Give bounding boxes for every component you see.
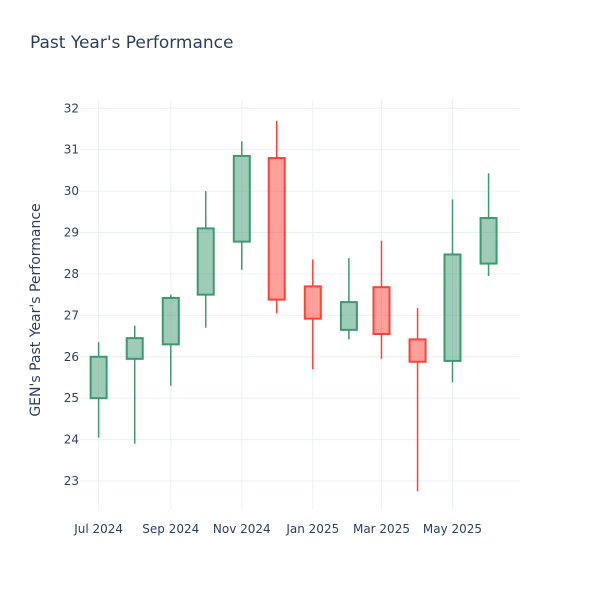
x-tick-label: Jul 2024 (73, 522, 123, 536)
candle-decreasing[interactable] (408, 307, 427, 492)
candle-increasing[interactable] (89, 342, 108, 438)
y-tick-label: 25 (64, 391, 79, 405)
candle-increasing[interactable] (161, 294, 180, 386)
candle-body (372, 286, 391, 335)
candle-body (196, 227, 215, 296)
x-tick-label: May 2025 (423, 522, 482, 536)
candle-body (161, 296, 180, 346)
candle-decreasing[interactable] (303, 259, 322, 370)
candle-body (125, 337, 144, 360)
candle-increasing[interactable] (479, 173, 498, 277)
y-tick-label: 27 (64, 308, 79, 322)
candle-body (267, 156, 286, 301)
candle-body (89, 355, 108, 400)
chart-title: Past Year's Performance (30, 33, 234, 53)
candle-layer (89, 120, 498, 492)
candle-body (408, 338, 427, 363)
y-tick-label: 24 (64, 433, 79, 447)
x-tick-label: Jan 2025 (285, 522, 339, 536)
x-tick-label: Sep 2024 (142, 522, 199, 536)
candle-increasing[interactable] (339, 258, 358, 340)
candle-increasing[interactable] (443, 199, 462, 383)
candle-increasing[interactable] (125, 325, 144, 444)
candle-body (303, 285, 322, 320)
candle-body (479, 217, 498, 265)
y-tick-label: 23 (64, 474, 79, 488)
y-tick-label: 28 (64, 267, 79, 281)
candle-decreasing[interactable] (267, 120, 286, 314)
y-tick-label: 31 (64, 143, 79, 157)
candle-body (443, 253, 462, 362)
y-tick-label: 32 (64, 101, 79, 115)
y-tick-label: 26 (64, 350, 79, 364)
candle-decreasing[interactable] (372, 240, 391, 359)
y-axis-title: GEN's Past Year's Performance (28, 203, 44, 416)
x-tick-label: Nov 2024 (213, 522, 271, 536)
candle-body (339, 301, 358, 331)
candle-increasing[interactable] (232, 141, 251, 270)
candle-increasing[interactable] (196, 191, 215, 328)
axis-layer: 23 24 25 26 27 28 29 30 31 32 Jul 2024 Sep 2024 Nov … (64, 101, 482, 536)
y-tick-label: 29 (64, 226, 79, 240)
y-tick-label: 30 (64, 184, 79, 198)
x-tick-label: Mar 2025 (353, 522, 410, 536)
candle-body (232, 154, 251, 243)
